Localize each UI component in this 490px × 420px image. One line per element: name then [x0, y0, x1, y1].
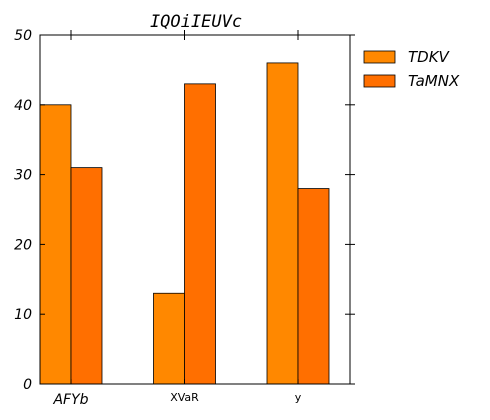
legend-swatch-TaMNX	[363, 74, 396, 88]
plot-frame	[39, 34, 351, 385]
y-tick-label: 10	[14, 307, 32, 323]
y-tick-label: 40	[14, 98, 32, 114]
legend-label-TDKV: TDKV	[408, 48, 451, 66]
x-tick-label: y	[295, 391, 302, 404]
ticks-group: 0 10 20 30 40 50 AFYb XVaR y	[14, 28, 355, 408]
bar-TDKV-AFYb	[39, 104, 72, 385]
legend-swatch-TDKV	[363, 50, 396, 64]
bar-TDKV-XVaR	[153, 292, 185, 385]
x-tick-label: XVaR	[170, 391, 199, 404]
y-tick-label: 30	[14, 168, 32, 184]
legend: TDKV TaMNX	[363, 48, 460, 90]
bars-group	[39, 62, 330, 385]
bar-TDKV-y	[266, 62, 299, 385]
y-tick-label: 0	[23, 377, 32, 393]
y-tick-label: 50	[14, 28, 32, 44]
bar-TaMNX-AFYb	[70, 167, 103, 385]
chart-title: IQOiIEUVc	[150, 12, 242, 32]
bar-TaMNX-XVaR	[184, 83, 216, 385]
legend-label-TaMNX: TaMNX	[408, 72, 460, 90]
y-tick-label: 20	[14, 237, 32, 253]
x-tick-label: AFYb	[52, 392, 88, 408]
bar-TaMNX-y	[297, 188, 330, 385]
